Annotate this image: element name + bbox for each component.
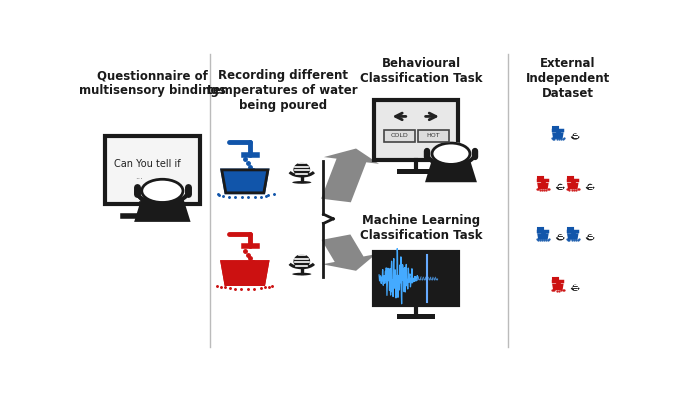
Ellipse shape [587,184,593,189]
Text: ...: ... [135,172,143,181]
Polygon shape [425,160,477,182]
Text: HOT: HOT [427,133,440,138]
Circle shape [141,179,183,202]
Polygon shape [553,285,563,289]
Polygon shape [134,197,190,222]
Text: COLD: COLD [391,133,408,138]
Ellipse shape [573,138,577,139]
Ellipse shape [558,184,563,189]
FancyBboxPatch shape [384,130,414,142]
Ellipse shape [587,234,593,239]
Ellipse shape [558,239,563,240]
Polygon shape [222,262,268,285]
Ellipse shape [588,188,592,189]
FancyBboxPatch shape [374,252,458,305]
Ellipse shape [292,181,312,184]
Polygon shape [321,235,376,271]
Text: Questionnaire of
multisensory bindings: Questionnaire of multisensory bindings [79,69,226,97]
Polygon shape [538,184,547,189]
Text: External
Independent
Dataset: External Independent Dataset [526,57,610,100]
Ellipse shape [558,234,563,239]
Ellipse shape [588,239,592,240]
Ellipse shape [573,133,578,138]
Polygon shape [538,234,547,239]
Polygon shape [568,234,578,239]
Polygon shape [321,148,379,202]
FancyBboxPatch shape [105,136,200,204]
Text: Behavioural
Classification Task: Behavioural Classification Task [360,57,482,85]
FancyBboxPatch shape [419,130,449,142]
Circle shape [432,143,470,164]
Text: Can You tell if: Can You tell if [114,159,181,169]
Polygon shape [553,133,563,138]
Polygon shape [568,184,578,189]
Text: Recording different
temperatures of water
being poured: Recording different temperatures of wate… [207,69,358,112]
Ellipse shape [573,285,578,289]
Ellipse shape [293,254,310,268]
Polygon shape [222,170,268,193]
FancyBboxPatch shape [374,100,458,160]
Text: Machine Learning
Classification Task: Machine Learning Classification Task [360,214,482,242]
Ellipse shape [293,162,310,177]
Ellipse shape [573,289,577,290]
Ellipse shape [292,273,312,276]
Ellipse shape [558,188,563,189]
